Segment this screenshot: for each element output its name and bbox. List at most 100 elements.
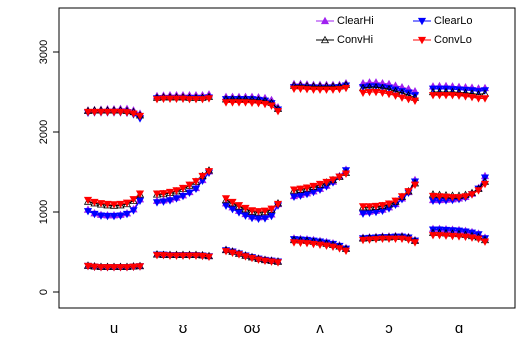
legend-marker	[417, 36, 427, 45]
series-point	[191, 178, 201, 186]
series-point	[96, 108, 106, 117]
series-point	[404, 89, 413, 98]
series-point	[122, 210, 132, 219]
series-point	[302, 184, 312, 192]
series-point	[428, 232, 438, 240]
series-point	[122, 264, 132, 272]
series-point	[159, 190, 168, 198]
series-point	[191, 252, 201, 260]
legend-item: ClearHi	[316, 15, 374, 27]
series-point	[384, 200, 394, 208]
series-point	[315, 86, 325, 94]
series-point	[454, 92, 464, 100]
series-point	[234, 202, 244, 210]
series-point	[198, 252, 207, 261]
series-point	[448, 232, 457, 241]
series-point	[335, 245, 344, 253]
series-point	[461, 193, 470, 201]
series-point	[296, 239, 305, 248]
series-point	[371, 236, 381, 244]
x-category-label: u	[110, 320, 118, 337]
series-point	[122, 199, 132, 208]
series-point	[172, 187, 181, 195]
series-point	[103, 264, 112, 272]
series-point	[315, 180, 325, 189]
series-point	[83, 208, 93, 216]
series-point	[267, 205, 276, 214]
x-category-label: ɔ	[385, 320, 393, 337]
series-point	[254, 256, 263, 264]
series-point	[358, 236, 368, 245]
y-tick-label: 0	[38, 289, 50, 295]
series-point	[322, 242, 331, 250]
series-point	[322, 86, 331, 94]
series-point	[454, 194, 464, 202]
x-axis: u ʊ oʊ ʌ ɔ ɑ	[110, 320, 463, 337]
series-point	[152, 190, 162, 198]
series-point	[260, 257, 270, 266]
y-tick-label: 1000	[38, 200, 50, 224]
y-axis: 0 1000 2000 3000	[38, 40, 60, 295]
series-point	[302, 86, 312, 94]
series-point	[96, 212, 106, 220]
series-point	[204, 95, 214, 103]
series-point	[109, 264, 119, 272]
series-point	[480, 180, 490, 189]
series-point	[241, 99, 250, 107]
series-point	[90, 198, 99, 207]
series-point	[83, 262, 93, 271]
series-point	[474, 187, 483, 195]
series-point	[435, 193, 444, 201]
series-point	[474, 231, 483, 239]
series-point	[178, 192, 188, 201]
series-point	[198, 172, 207, 181]
series-point	[152, 199, 162, 207]
series-point	[221, 195, 231, 203]
series-point	[315, 241, 325, 250]
series-point	[448, 92, 457, 100]
series-group	[83, 78, 490, 270]
series-point	[96, 200, 106, 208]
series-point	[441, 92, 451, 100]
series-point	[289, 193, 299, 202]
series-point	[254, 215, 263, 224]
series-point	[234, 251, 244, 259]
x-category-label: ɑ	[455, 320, 463, 337]
series-point	[96, 264, 106, 272]
series-point	[90, 108, 99, 117]
series-point	[391, 235, 400, 244]
series-point	[198, 96, 207, 104]
series-point	[185, 189, 194, 198]
series-point	[397, 88, 407, 96]
series-point	[358, 89, 368, 98]
series-point	[103, 212, 112, 221]
series-point	[441, 232, 451, 240]
series-group	[83, 82, 490, 272]
series-point	[228, 99, 237, 107]
series-point	[116, 200, 125, 209]
series-point	[228, 198, 237, 207]
series-point	[241, 253, 250, 261]
series-point	[129, 110, 138, 118]
series-point	[241, 204, 250, 213]
legend-label: ClearLo	[434, 15, 473, 27]
series-point	[309, 240, 318, 249]
series-layer	[83, 78, 490, 272]
series-point	[289, 85, 299, 94]
series-point	[322, 178, 331, 187]
series-point	[247, 214, 257, 223]
series-point	[247, 207, 257, 215]
series-point	[296, 85, 305, 94]
series-point	[159, 252, 168, 260]
series-point	[83, 197, 93, 205]
series-point	[204, 253, 214, 262]
series-point	[267, 102, 276, 110]
series-point	[365, 236, 374, 244]
series-point	[448, 86, 457, 94]
series-point	[441, 193, 451, 202]
series-point	[135, 197, 145, 206]
series-point	[410, 181, 420, 190]
series-point	[341, 84, 351, 93]
